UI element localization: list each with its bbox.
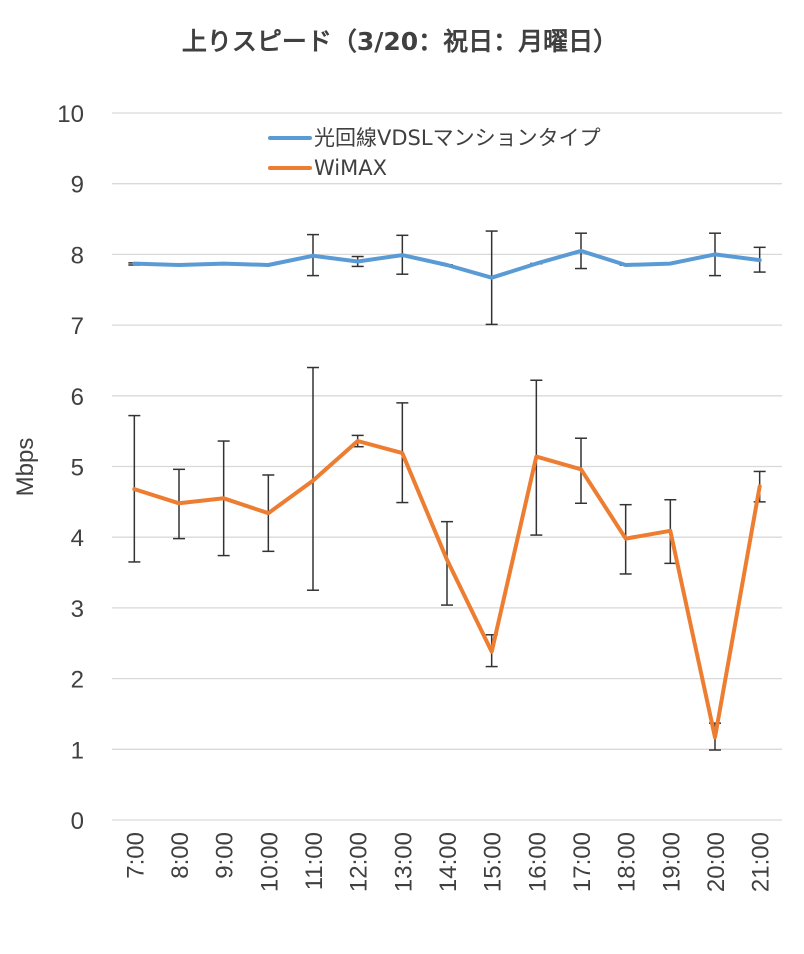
y-tick-label: 6 [71,384,84,411]
x-tick-label: 16:00 [524,832,551,892]
y-tick-label: 0 [71,808,84,835]
x-tick-label: 20:00 [703,832,730,892]
x-tick-label: 13:00 [390,832,417,892]
error-bars [128,230,766,751]
y-tick-label: 4 [71,525,84,552]
legend-label: 光回線VDSLマンションタイプ [314,126,601,150]
legend-label: WiMAX [314,156,387,180]
x-tick-label: 8:00 [167,832,194,879]
x-tick-label: 9:00 [212,832,239,879]
x-tick-label: 10:00 [256,832,283,892]
x-tick-label: 11:00 [301,832,328,890]
x-tick-label: 14:00 [435,832,462,892]
y-tick-label: 7 [71,313,84,340]
y-tick-label: 8 [71,242,84,269]
series-lines [132,248,762,740]
x-tick-label: 17:00 [569,832,596,892]
y-tick-label: 2 [71,667,84,694]
gridlines [112,112,782,821]
legend-item: WiMAX [268,156,387,180]
y-tick-label: 10 [57,101,84,128]
y-tick-label: 9 [71,172,84,199]
y-axis-label: Mbps [12,438,39,497]
y-axis-ticks: 0 1 2 3 4 5 6 7 8 9 10 [57,101,84,835]
x-tick-label: 19:00 [658,832,685,892]
y-tick-label: 1 [71,737,84,764]
y-tick-label: 5 [71,455,84,482]
y-tick-label: 3 [71,596,84,623]
x-tick-label: 15:00 [480,832,507,892]
x-tick-label: 7:00 [122,832,149,879]
x-tick-label: 18:00 [614,832,641,892]
chart-title: 上りスピード（3/20：祝日：月曜日） [182,27,618,56]
legend-item: 光回線VDSLマンションタイプ [268,126,601,150]
x-axis-ticks: 7:00 8:00 9:00 10:00 11:00 12:00 13:00 14:00 15:… [122,832,774,892]
legend: 光回線VDSLマンションタイプ WiMAX [268,126,601,180]
x-tick-label: 12:00 [346,832,373,892]
x-tick-label: 21:00 [748,832,775,892]
